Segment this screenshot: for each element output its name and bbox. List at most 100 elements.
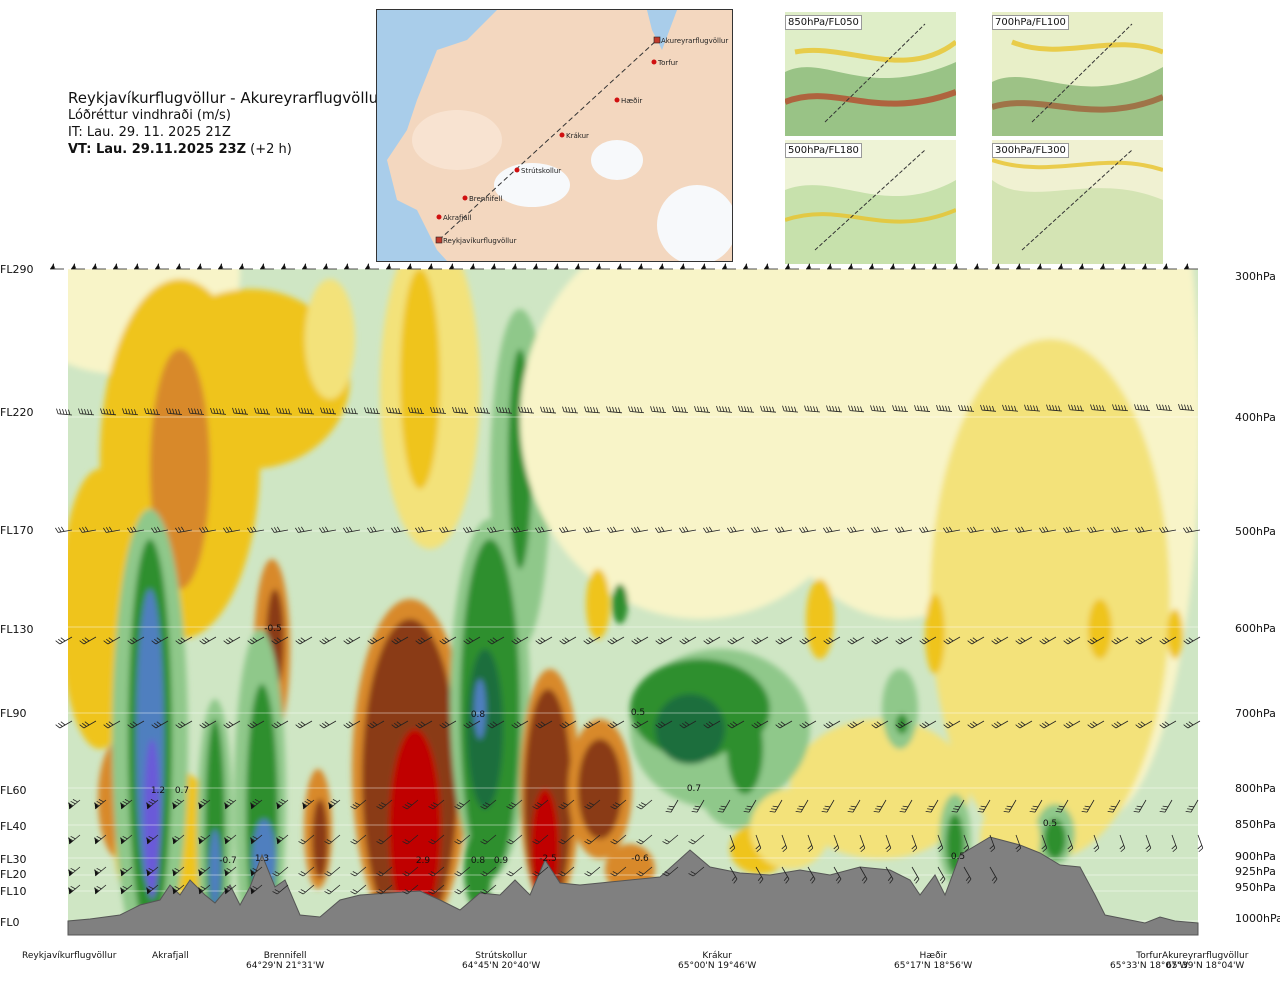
thumb-500[interactable]: 500hPa/FL180: [785, 140, 956, 264]
wind-barb: [1159, 799, 1173, 813]
wind-barb: [295, 526, 313, 533]
wind-barb: [873, 799, 887, 813]
wind-barb: [1183, 636, 1201, 645]
wind-barb: [295, 636, 313, 645]
sea: [377, 10, 497, 261]
wind-barb: [821, 799, 835, 813]
wind-barb: [680, 263, 694, 270]
wind-barb: [738, 405, 755, 413]
field-contour: [467, 649, 503, 809]
wind-barb: [967, 526, 985, 533]
wind-barb: [239, 263, 253, 270]
map-waypoint-label: Akrafjall: [443, 214, 472, 222]
wind-barb: [343, 720, 361, 729]
fl-label-130: FL130: [0, 623, 34, 636]
wind-barb: [596, 263, 610, 270]
wind-barb: [848, 405, 865, 413]
field-contour: [312, 799, 328, 879]
wind-barb: [833, 834, 840, 853]
wind-barb: [1037, 263, 1051, 270]
wind-barb: [775, 720, 793, 729]
wind-barb: [847, 799, 861, 813]
wind-barb: [151, 636, 169, 645]
wind-barb: [848, 263, 862, 270]
thumb-850[interactable]: 850hPa/FL050: [785, 12, 956, 136]
thumb-700[interactable]: 700hPa/FL100: [992, 12, 1163, 136]
field-contour: [612, 584, 628, 624]
wind-barb: [103, 636, 121, 645]
wind-barb: [324, 884, 341, 895]
wind-barb: [729, 866, 738, 884]
map-waypoint-marker: [614, 97, 620, 103]
wind-barb: [799, 526, 817, 533]
value-annotation: 0.7: [687, 784, 701, 794]
wind-barb: [250, 866, 263, 877]
wind-barb: [871, 526, 889, 533]
wind-barb: [562, 406, 579, 414]
wind-barb: [559, 636, 577, 645]
wind-barb: [439, 526, 457, 533]
wind-barb: [223, 720, 241, 729]
wind-barb: [1063, 526, 1081, 533]
wind-barb: [974, 263, 988, 270]
wind-barb: [584, 406, 601, 414]
wind-barb: [323, 263, 337, 270]
wind-barb: [198, 866, 211, 877]
wind-barb: [1100, 263, 1114, 270]
wind-barb: [350, 799, 367, 810]
loc-coord: 65°17'N 18°56'W: [894, 961, 973, 971]
wind-barb: [496, 406, 513, 414]
fl-label-10: FL10: [0, 885, 27, 898]
wind-barb: [826, 405, 843, 413]
wind-barb: [607, 526, 625, 533]
wind-barb: [328, 799, 341, 810]
wind-barb: [276, 834, 289, 845]
wind-barb: [271, 636, 289, 645]
wind-barb: [302, 799, 315, 810]
wind-barb: [198, 834, 211, 845]
wind-barb: [415, 720, 433, 729]
wind-barb: [127, 636, 145, 645]
loc-coord: 65°00'N 19°46'W: [678, 961, 757, 971]
wind-barb: [134, 263, 148, 270]
wind-barb: [463, 636, 481, 645]
wind-barb: [1111, 720, 1129, 729]
wind-barb: [1039, 636, 1057, 645]
map-waypoint-label: Torfur: [657, 59, 678, 67]
wind-barb: [1046, 404, 1063, 412]
cross-section-svg: -0.5 0.8 0.5 1.2 0.7 0.7 -0.7 1.3 2.9 0.8 0.9 -2.5 -…: [50, 263, 1204, 936]
wind-barb: [198, 799, 211, 810]
wind-barb: [583, 526, 601, 533]
map-waypoint-label: Krákur: [566, 132, 589, 140]
wind-barb: [638, 263, 652, 270]
wind-barb: [717, 799, 731, 813]
glacier-3: [657, 185, 732, 261]
wind-barb: [343, 636, 361, 645]
wind-barb: [781, 866, 790, 884]
wind-barb: [1107, 799, 1121, 813]
wind-barb: [533, 263, 547, 270]
wind-barb: [1024, 404, 1041, 412]
wind-barb: [659, 263, 673, 270]
wind-barb: [1159, 720, 1177, 729]
wind-barb: [68, 866, 81, 877]
wind-barb: [1111, 526, 1129, 533]
wind-barb: [963, 866, 972, 884]
field-contour: [882, 669, 918, 749]
route-line: [438, 39, 658, 241]
wind-barb: [636, 866, 653, 877]
field-contour: [586, 569, 610, 639]
wind-barb: [254, 407, 271, 415]
route-title: Reykjavíkurflugvöllur - Akureyrarflugvöl…: [68, 89, 385, 107]
loc-name: Torfur: [1136, 951, 1162, 961]
loc-coord: 64°45'N 20°40'W: [462, 961, 541, 971]
wind-barb: [535, 636, 553, 645]
terrain-profile: [67, 836, 1199, 936]
p-label-600: 600hPa: [1235, 622, 1276, 635]
thumb-300[interactable]: 300hPa/FL300: [992, 140, 1163, 264]
wind-barb: [628, 406, 645, 414]
issue-time: IT: Lau. 29. 11. 2025 21Z: [68, 125, 231, 140]
p-label-1000: 1000hPa: [1235, 912, 1280, 925]
variable-label: Lóðréttur vindhraði (m/s): [68, 108, 231, 123]
wind-barb: [271, 720, 289, 729]
